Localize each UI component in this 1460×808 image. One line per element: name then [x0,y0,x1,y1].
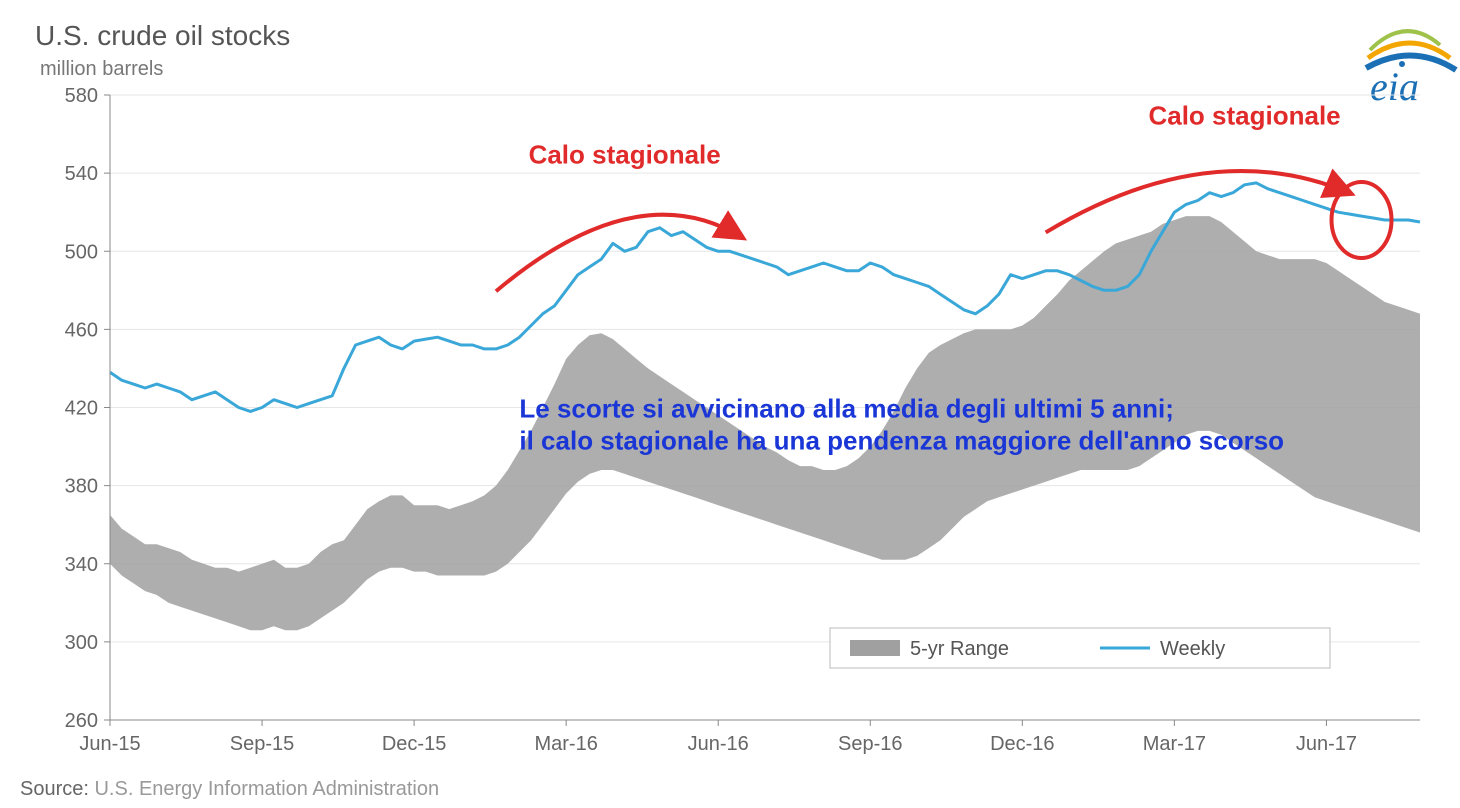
chart-title: U.S. crude oil stocks [35,20,290,51]
legend-label-weekly: Weekly [1160,638,1225,660]
xtick-label: Dec-15 [382,733,446,755]
crude-oil-chart: U.S. crude oil stocks million barrels eia 2… [0,0,1460,808]
ytick-label: 260 [65,710,98,732]
xtick-label: Sep-15 [230,733,295,755]
ytick-label: 380 [65,476,98,498]
ytick-label: 420 [65,398,98,420]
xtick-label: Mar-17 [1143,733,1206,755]
xtick-label: Jun-17 [1296,733,1357,755]
xtick-label: Sep-16 [838,733,903,755]
ytick-label: 300 [65,632,98,654]
ytick-label: 340 [65,554,98,576]
chart-subtitle: million barrels [40,58,163,80]
annotation-label-2: Calo stagionale [1148,100,1340,130]
xtick-label: Jun-16 [688,733,749,755]
legend-swatch-range [850,640,900,656]
ytick-label: 460 [65,319,98,341]
annotation-blue-line1: Le scorte si avvicinano alla media degli… [519,393,1174,423]
xtick-label: Dec-16 [990,733,1054,755]
legend-label-range: 5-yr Range [910,638,1009,660]
ytick-label: 580 [65,85,98,107]
eia-logo-text: eia [1370,64,1419,109]
ytick-label: 540 [65,163,98,185]
legend-box [830,628,1330,668]
legend: 5-yr Range Weekly [830,628,1330,668]
ytick-label: 500 [65,241,98,263]
annotation-label-1: Calo stagionale [529,139,721,169]
annotation-blue-line2: il calo stagionale ha una pendenza maggi… [519,425,1284,455]
xtick-label: Mar-16 [534,733,597,755]
xtick-label: Jun-15 [79,733,140,755]
source-line: Source: U.S. Energy Information Administ… [20,778,439,800]
